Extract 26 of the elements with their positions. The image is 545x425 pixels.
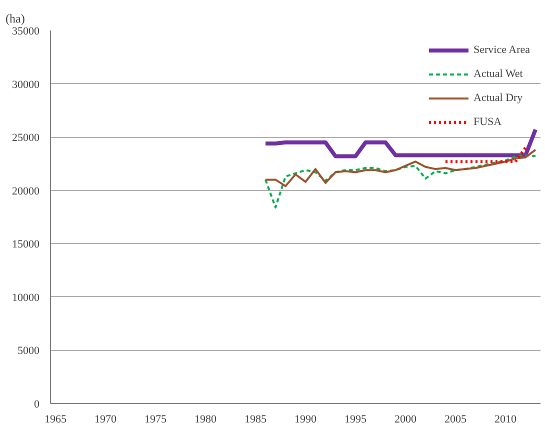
x-tick-label: 1995 — [344, 414, 367, 425]
y-axis-title: (ha) — [6, 12, 25, 26]
line-series — [264, 128, 538, 158]
y-tick-label: 25000 — [12, 132, 40, 144]
y-tick-label: 5000 — [18, 345, 40, 358]
y-tick-label: 0 — [34, 398, 40, 410]
y-tick-label: 30000 — [12, 78, 40, 91]
x-tick-label: 1980 — [194, 414, 217, 425]
legend-label: Actual Wet — [474, 68, 523, 80]
y-tick-label: 15000 — [12, 238, 40, 251]
legend-label: Actual Dry — [474, 92, 523, 104]
x-tick-label: 1970 — [94, 414, 117, 425]
x-tick-label: 1990 — [294, 414, 317, 425]
line-series — [264, 154, 536, 208]
y-tick-label: 35000 — [12, 26, 40, 38]
legend-label: FUSA — [474, 116, 502, 128]
x-tick-label: 1975 — [144, 414, 167, 425]
y-tick-label: 10000 — [12, 292, 40, 304]
x-tick-label: 1985 — [244, 414, 267, 425]
legend-label: Service Area — [474, 44, 530, 56]
y-tick-label: 20000 — [12, 185, 40, 198]
x-tick-label: 2000 — [394, 414, 417, 425]
x-tick-label: 1965 — [44, 414, 67, 425]
x-tick-label: 2010 — [494, 414, 517, 425]
line-series — [264, 148, 536, 188]
x-tick-label: 2005 — [444, 414, 467, 425]
